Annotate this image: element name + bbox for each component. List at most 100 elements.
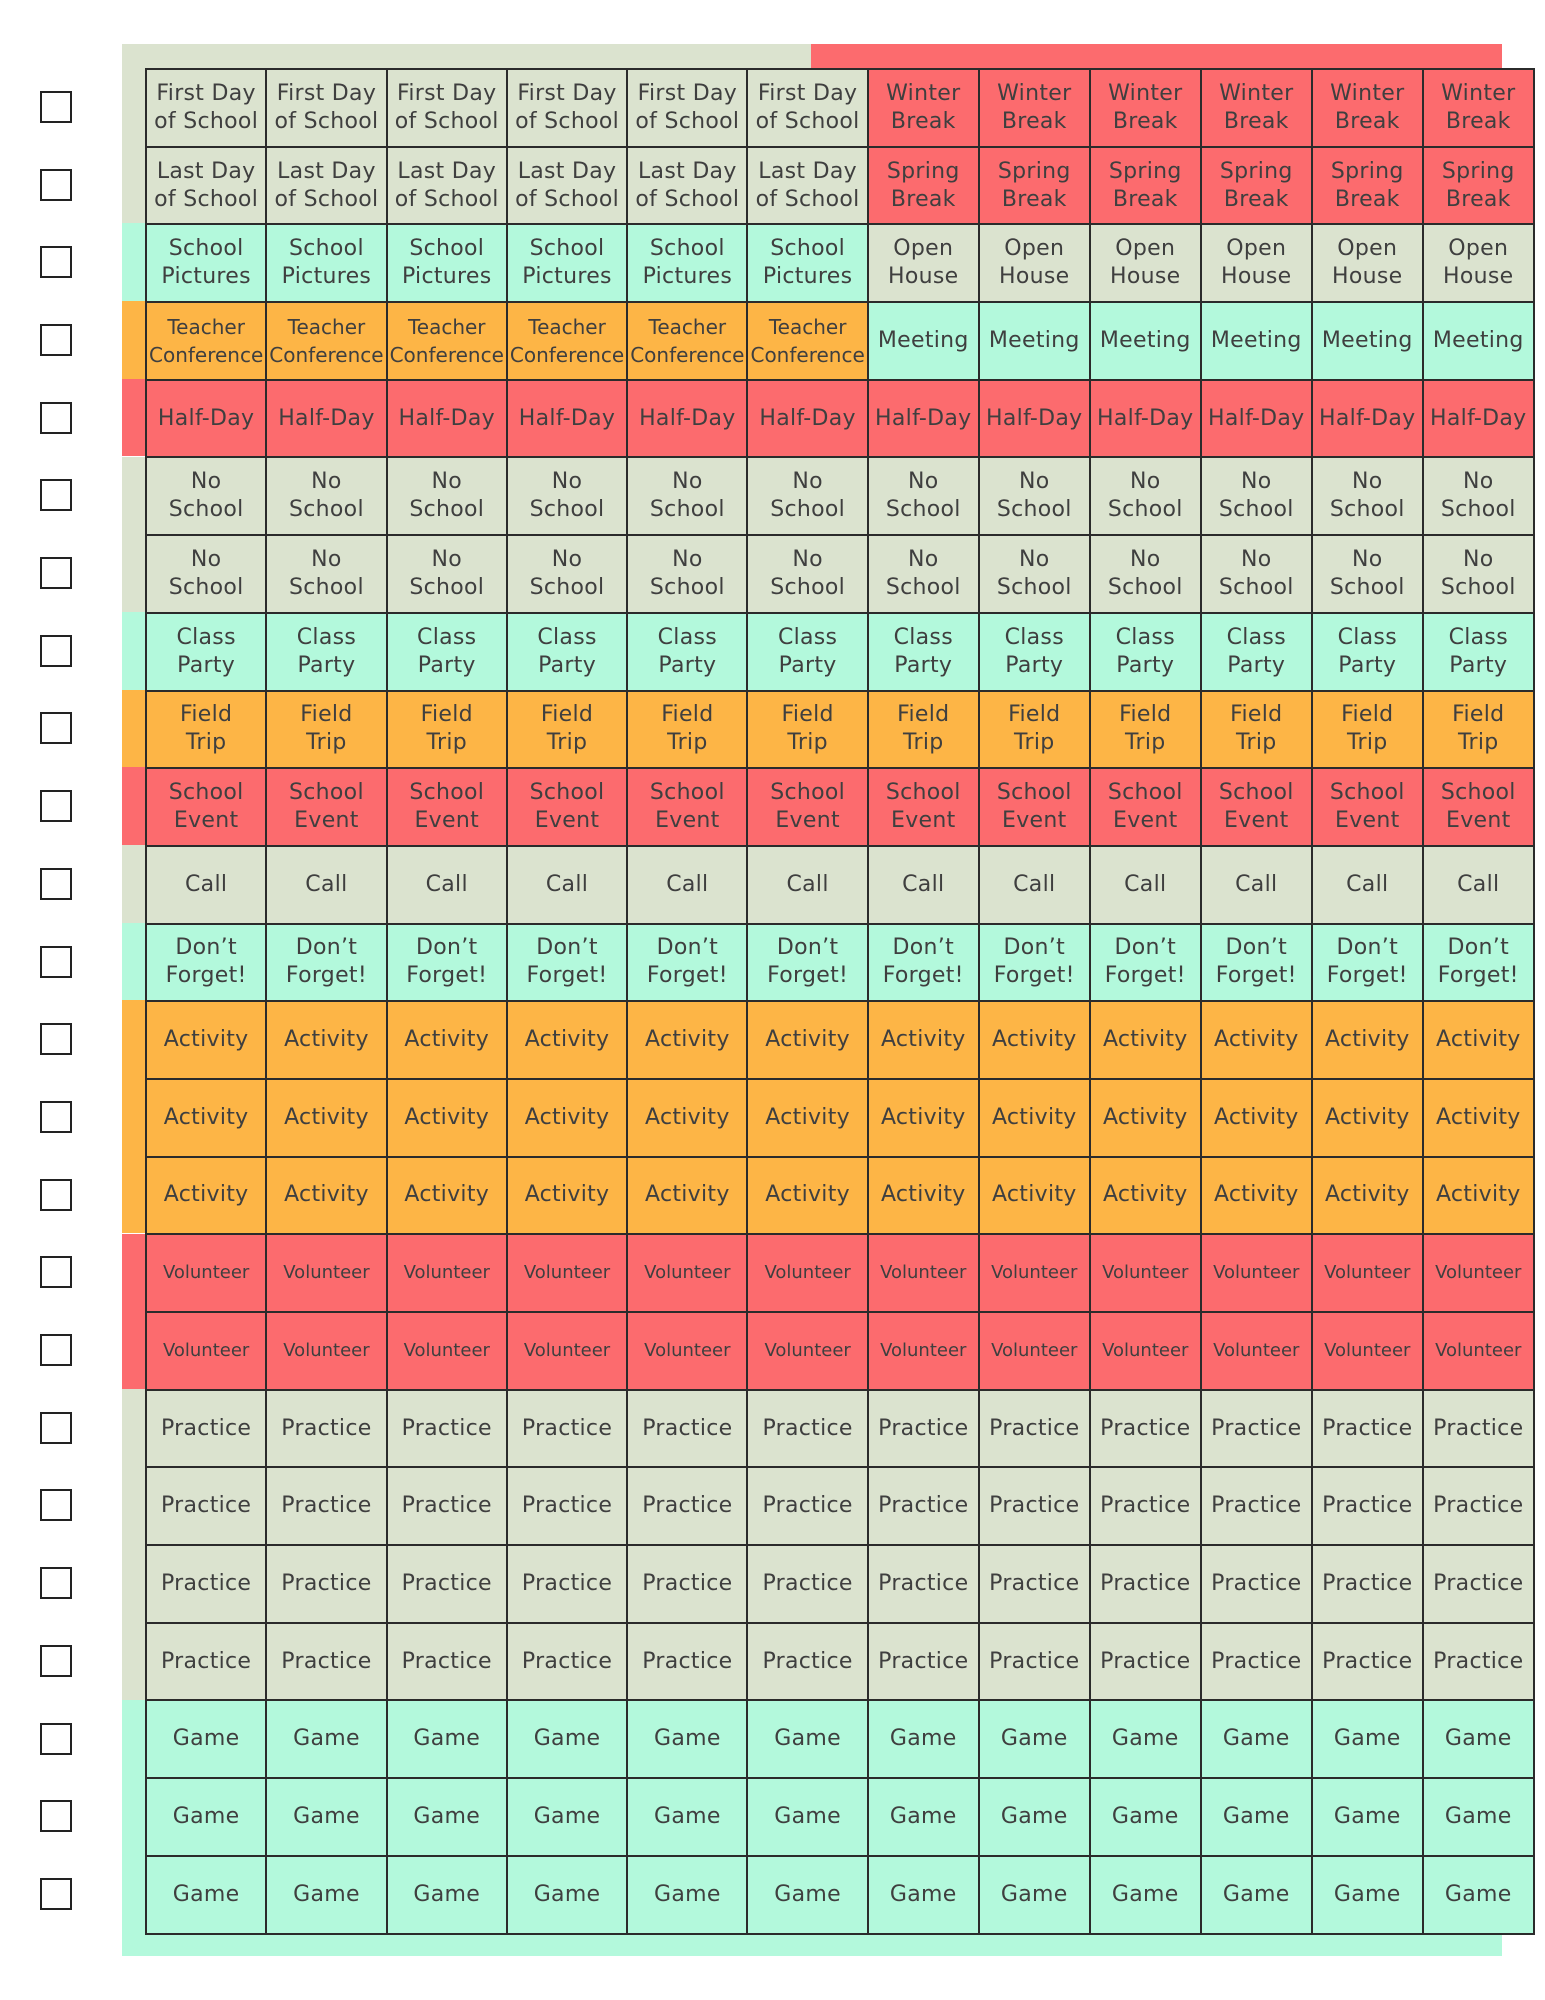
sticker-cell[interactable]: Practice [626, 1388, 749, 1469]
sticker-cell[interactable]: Practice [265, 1388, 388, 1469]
sticker-cell[interactable]: Half-Day [746, 378, 869, 459]
sticker-cell[interactable]: Field Trip [505, 689, 629, 770]
sticker-cell[interactable]: School Event [505, 767, 629, 847]
sticker-cell[interactable]: Practice [265, 1466, 388, 1547]
sticker-cell[interactable]: Game [144, 1699, 268, 1780]
sticker-cell[interactable]: Don’t Forget! [385, 922, 508, 1003]
sticker-cell[interactable]: Half-Day [1310, 378, 1424, 459]
sticker-cell[interactable]: Practice [385, 1466, 508, 1547]
row-checkbox[interactable] [40, 1567, 72, 1600]
sticker-cell[interactable]: School Event [265, 767, 388, 847]
sticker-cell[interactable]: Don’t Forget! [1421, 922, 1535, 1003]
sticker-cell[interactable]: Activity [505, 1155, 629, 1236]
sticker-cell[interactable]: Practice [626, 1621, 749, 1702]
sticker-cell[interactable]: Field Trip [866, 689, 980, 770]
sticker-cell[interactable]: Field Trip [1199, 689, 1313, 770]
row-checkbox[interactable] [40, 168, 72, 201]
sticker-cell[interactable]: Activity [385, 1077, 508, 1158]
sticker-cell[interactable]: Practice [1088, 1544, 1202, 1624]
sticker-cell[interactable]: No School [1421, 456, 1535, 537]
row-checkbox[interactable] [40, 1877, 72, 1910]
sticker-cell[interactable]: Game [1421, 1854, 1535, 1935]
sticker-cell[interactable]: Volunteer [977, 1233, 1091, 1313]
sticker-cell[interactable]: Volunteer [746, 1311, 869, 1391]
sticker-cell[interactable]: Practice [505, 1621, 629, 1702]
sticker-cell[interactable]: Last Day of School [265, 145, 388, 226]
sticker-cell[interactable]: Game [866, 1699, 980, 1780]
sticker-cell[interactable]: Don’t Forget! [1199, 922, 1313, 1003]
sticker-cell[interactable]: Practice [746, 1388, 869, 1469]
row-checkbox[interactable] [40, 1178, 72, 1211]
sticker-cell[interactable]: Don’t Forget! [626, 922, 749, 1003]
sticker-cell[interactable]: School Event [866, 767, 980, 847]
sticker-cell[interactable]: Field Trip [746, 689, 869, 770]
sticker-cell[interactable]: Open House [866, 223, 980, 304]
sticker-cell[interactable]: Practice [1421, 1621, 1535, 1702]
sticker-cell[interactable]: Activity [746, 1077, 869, 1158]
sticker-cell[interactable]: Game [866, 1854, 980, 1935]
sticker-cell[interactable]: No School [385, 456, 508, 537]
sticker-cell[interactable]: Activity [1310, 1077, 1424, 1158]
sticker-cell[interactable]: School Event [1421, 767, 1535, 847]
sticker-cell[interactable]: Volunteer [1199, 1311, 1313, 1391]
sticker-cell[interactable]: No School [1421, 534, 1535, 614]
sticker-cell[interactable]: Call [626, 844, 749, 925]
sticker-cell[interactable]: Call [746, 844, 869, 925]
sticker-cell[interactable]: Activity [385, 1000, 508, 1080]
sticker-cell[interactable]: Game [385, 1699, 508, 1780]
sticker-cell[interactable]: Open House [1421, 223, 1535, 304]
sticker-cell[interactable]: Winter Break [1421, 68, 1535, 148]
sticker-cell[interactable]: No School [977, 534, 1091, 614]
sticker-cell[interactable]: Practice [977, 1544, 1091, 1624]
sticker-cell[interactable]: Practice [626, 1466, 749, 1547]
sticker-cell[interactable]: Half-Day [1088, 378, 1202, 459]
sticker-cell[interactable]: Class Party [1199, 611, 1313, 692]
sticker-cell[interactable]: School Event [1310, 767, 1424, 847]
row-checkbox[interactable] [40, 1256, 72, 1289]
sticker-cell[interactable]: Volunteer [144, 1233, 268, 1313]
sticker-cell[interactable]: Half-Day [1199, 378, 1313, 459]
sticker-cell[interactable]: Spring Break [977, 145, 1091, 226]
sticker-cell[interactable]: Practice [1088, 1388, 1202, 1469]
sticker-cell[interactable]: Call [505, 844, 629, 925]
sticker-cell[interactable]: Game [385, 1854, 508, 1935]
sticker-cell[interactable]: Call [385, 844, 508, 925]
sticker-cell[interactable]: Practice [385, 1544, 508, 1624]
sticker-cell[interactable]: Activity [866, 1000, 980, 1080]
sticker-cell[interactable]: First Day of School [746, 68, 869, 148]
sticker-cell[interactable]: Class Party [385, 611, 508, 692]
sticker-cell[interactable]: Practice [746, 1544, 869, 1624]
sticker-cell[interactable]: Practice [1310, 1388, 1424, 1469]
sticker-cell[interactable]: Volunteer [746, 1233, 869, 1313]
sticker-cell[interactable]: Spring Break [866, 145, 980, 226]
sticker-cell[interactable]: Game [626, 1699, 749, 1780]
sticker-cell[interactable]: Meeting [1088, 301, 1202, 381]
sticker-cell[interactable]: Game [1421, 1777, 1535, 1857]
sticker-cell[interactable]: Practice [505, 1466, 629, 1547]
sticker-cell[interactable]: Volunteer [144, 1311, 268, 1391]
sticker-cell[interactable]: No School [144, 534, 268, 614]
row-checkbox[interactable] [40, 246, 72, 279]
sticker-cell[interactable]: Class Party [977, 611, 1091, 692]
sticker-cell[interactable]: Call [1421, 844, 1535, 925]
sticker-cell[interactable]: Activity [1199, 1077, 1313, 1158]
sticker-cell[interactable]: Game [505, 1699, 629, 1780]
sticker-cell[interactable]: Last Day of School [144, 145, 268, 226]
sticker-cell[interactable]: Game [265, 1699, 388, 1780]
sticker-cell[interactable]: School Event [385, 767, 508, 847]
sticker-cell[interactable]: No School [144, 456, 268, 537]
sticker-cell[interactable]: Activity [505, 1077, 629, 1158]
sticker-cell[interactable]: Volunteer [626, 1233, 749, 1313]
sticker-cell[interactable]: Activity [626, 1077, 749, 1158]
sticker-cell[interactable]: Winter Break [1199, 68, 1313, 148]
sticker-cell[interactable]: Class Party [626, 611, 749, 692]
sticker-cell[interactable]: Game [1088, 1699, 1202, 1780]
sticker-cell[interactable]: School Pictures [144, 223, 268, 304]
sticker-cell[interactable]: No School [866, 456, 980, 537]
sticker-cell[interactable]: Teacher Conference [385, 301, 508, 381]
sticker-cell[interactable]: Practice [505, 1388, 629, 1469]
sticker-cell[interactable]: Teacher Conference [144, 301, 268, 381]
sticker-cell[interactable]: Activity [1088, 1155, 1202, 1236]
sticker-cell[interactable]: Teacher Conference [505, 301, 629, 381]
sticker-cell[interactable]: Practice [265, 1544, 388, 1624]
